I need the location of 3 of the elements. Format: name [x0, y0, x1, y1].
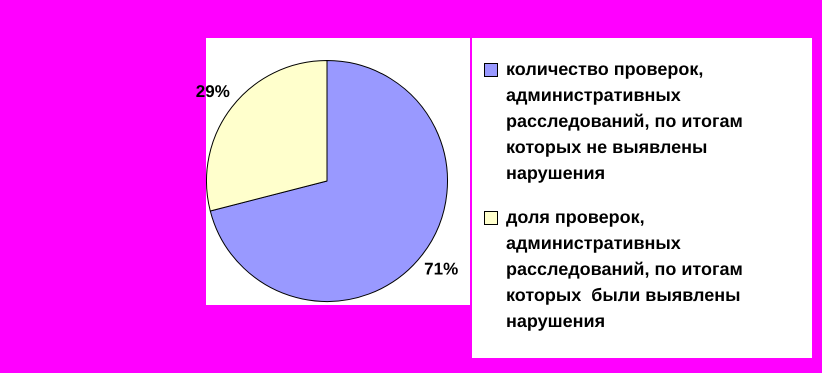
legend-label: доля проверок, административных расследований, по итогам которых были выявлены нарушения — [506, 206, 744, 333]
legend-label: количество проверок, административных расследований, по итогам которых не выявлены нарушения — [506, 58, 744, 185]
data-label: 71% — [424, 259, 458, 278]
